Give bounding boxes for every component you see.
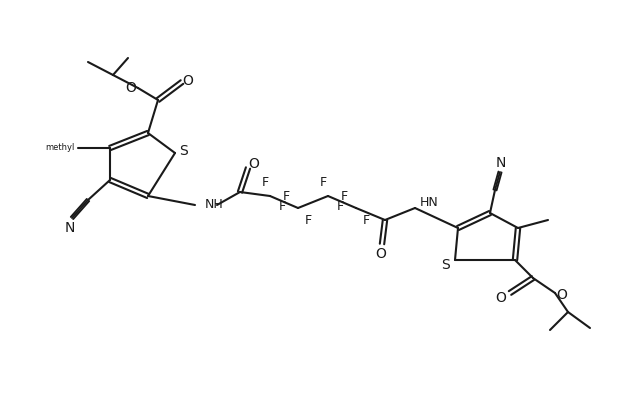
Text: NH: NH <box>205 198 224 212</box>
Text: F: F <box>336 200 343 212</box>
Text: methyl: methyl <box>45 143 75 152</box>
Text: N: N <box>65 221 75 235</box>
Text: HN: HN <box>420 197 439 210</box>
Text: O: O <box>557 288 567 302</box>
Text: F: F <box>282 189 289 202</box>
Text: F: F <box>363 214 370 227</box>
Text: F: F <box>304 214 312 227</box>
Text: O: O <box>125 81 136 95</box>
Text: F: F <box>278 200 285 212</box>
Text: O: O <box>183 74 194 88</box>
Text: O: O <box>249 157 259 171</box>
Text: F: F <box>262 175 269 189</box>
Text: S: S <box>179 144 187 158</box>
Text: O: O <box>376 247 386 261</box>
Text: N: N <box>496 156 506 170</box>
Text: S: S <box>442 258 450 272</box>
Text: F: F <box>340 189 348 202</box>
Text: O: O <box>496 291 507 305</box>
Text: F: F <box>320 175 327 189</box>
